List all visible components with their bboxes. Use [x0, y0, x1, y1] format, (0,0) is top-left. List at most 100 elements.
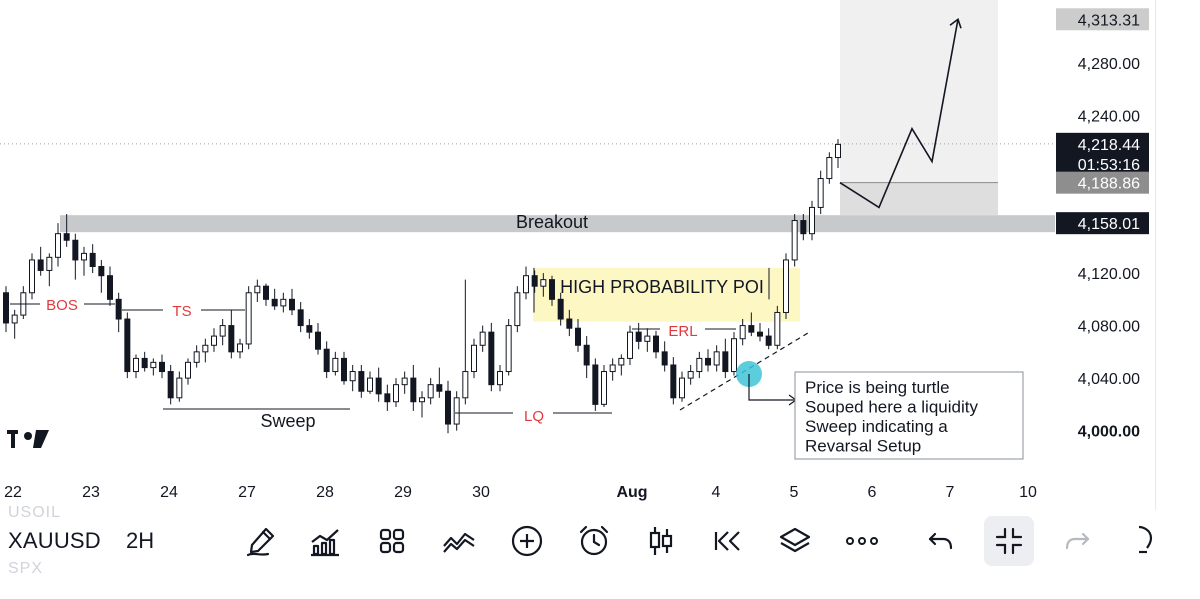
layers-icon[interactable] [770, 516, 820, 566]
candle [427, 378, 434, 405]
price-badge-bg [1056, 8, 1149, 31]
candle [765, 328, 772, 350]
candle-body [107, 275, 113, 300]
candle-body [341, 357, 347, 382]
more-icon[interactable] [837, 516, 887, 566]
candles-icon[interactable] [636, 516, 686, 566]
time-tick-label[interactable]: 24 [160, 484, 178, 501]
compare-icon[interactable] [434, 516, 484, 566]
time-axis[interactable]: 22 23 24 27 28 29 30 Aug 4 5 6 7 10 [4, 484, 1037, 501]
collapse-icon[interactable] [984, 516, 1034, 566]
price-badge-bg [1056, 212, 1149, 235]
redo-icon[interactable] [1052, 516, 1102, 566]
candle [826, 152, 833, 184]
candle-body [757, 331, 763, 337]
candle [661, 341, 668, 372]
price-tick-label[interactable]: 4,280.00 [1078, 56, 1140, 73]
indicators-icon[interactable] [300, 516, 350, 566]
price-chart[interactable]: Breakout BOS TS Sweep LQ ERL HIGH PROBABILITY … [0, 0, 1200, 505]
alarm-icon[interactable] [569, 516, 619, 566]
time-tick-label[interactable]: 23 [82, 484, 100, 501]
time-tick-label[interactable]: 22 [4, 484, 22, 501]
ghost-symbol-above[interactable]: USOIL [8, 504, 62, 521]
pen-icon[interactable] [236, 516, 286, 566]
time-tick-label[interactable]: 27 [238, 484, 256, 501]
note-box [794, 371, 1024, 460]
candle-body [800, 220, 807, 235]
candle-body [55, 233, 61, 258]
price-badge[interactable]: 4,313.31 [1056, 8, 1149, 31]
ghost-symbol-below[interactable]: SPX [8, 560, 44, 577]
projection-base-zone [840, 182, 998, 216]
candle [505, 319, 512, 376]
candle [453, 391, 460, 431]
chart-area[interactable]: Breakout BOS TS Sweep LQ ERL HIGH PROBABILITY … [0, 0, 1200, 505]
candle [254, 279, 261, 302]
candle [306, 319, 313, 339]
rewind-icon[interactable] [703, 516, 753, 566]
candle-body [46, 256, 53, 271]
time-tick-label[interactable]: 5 [790, 484, 799, 501]
candle [81, 246, 87, 276]
lightbulb-icon[interactable] [1125, 516, 1155, 566]
interval-button[interactable]: 2H [126, 528, 155, 553]
time-tick-label[interactable]: 10 [1019, 484, 1037, 501]
price-tick-label[interactable]: 4,040.00 [1078, 371, 1140, 388]
candle [601, 364, 607, 407]
time-tick-label[interactable]: 4 [712, 484, 721, 501]
price-tick-label[interactable]: 4,080.00 [1078, 319, 1140, 336]
time-tick-label[interactable]: 28 [316, 484, 334, 501]
note-line: Souped here a liquidity [805, 398, 978, 417]
time-tick-label[interactable]: 6 [868, 484, 877, 501]
candle-body [63, 233, 70, 241]
time-tick-label[interactable]: Aug [616, 484, 647, 501]
price-badge[interactable]: 4,218.44 01:53:16 [1056, 132, 1149, 175]
candle [176, 371, 183, 402]
price-badge[interactable]: 4,188.86 [1056, 171, 1149, 194]
price-tick-label[interactable]: 4,000.00 [1078, 424, 1140, 441]
poi-label: HIGH PROBABILITY POI [560, 277, 764, 297]
candle-body [445, 390, 451, 425]
time-tick-label[interactable]: 7 [946, 484, 955, 501]
candle-body [150, 361, 157, 369]
price-axis[interactable]: 4,280.00 4,240.00 4,120.00 4,080.00 4,040.00… [1056, 8, 1149, 441]
candle [635, 322, 642, 350]
price-badge[interactable]: 4,158.01 [1056, 212, 1149, 235]
candle-body [479, 331, 486, 346]
candle-body [72, 239, 79, 261]
candle [167, 364, 174, 405]
symbol-button[interactable]: XAUUSD [8, 528, 101, 553]
note-connector [748, 374, 795, 401]
candle-body [687, 371, 694, 379]
candle-body [245, 292, 252, 345]
candle [445, 380, 451, 434]
plus-circle-icon[interactable] [502, 516, 552, 566]
time-tick-label[interactable]: 29 [394, 484, 412, 501]
candle [115, 292, 122, 333]
candle [783, 253, 789, 320]
candle [211, 328, 217, 352]
price-tick-label[interactable]: 4,120.00 [1078, 266, 1140, 283]
candle-body [124, 318, 131, 373]
candle-body [332, 357, 339, 373]
candle-body [176, 377, 183, 399]
candle [202, 338, 209, 363]
candle [436, 367, 443, 398]
candle [37, 246, 44, 276]
candle [757, 322, 763, 342]
candle-body [228, 325, 235, 353]
candle [549, 275, 555, 306]
time-tick-label[interactable]: 30 [472, 484, 490, 501]
price-badge-label: 4,158.01 [1078, 216, 1140, 233]
candle [185, 358, 191, 385]
price-tick-label[interactable]: 4,240.00 [1078, 109, 1140, 126]
candle-body [765, 335, 772, 346]
candle [696, 351, 703, 379]
candle-body [791, 220, 798, 261]
undo-icon[interactable] [916, 516, 966, 566]
candle-body [835, 143, 841, 159]
grid-icon[interactable] [367, 516, 417, 566]
candle-body [514, 292, 521, 327]
candle-body [384, 393, 391, 403]
candle-body [575, 327, 581, 346]
